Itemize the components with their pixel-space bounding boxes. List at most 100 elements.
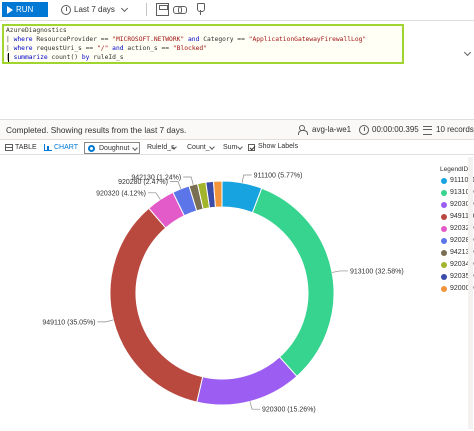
timer-icon (359, 125, 369, 135)
legend-label: 9421300 (450, 249, 474, 256)
slice-label: 920320 (4.12%) (96, 190, 146, 197)
pin-icon[interactable] (194, 3, 207, 16)
chevron-down-icon (120, 4, 128, 13)
slice-label-leader (241, 174, 252, 183)
link-icon[interactable] (173, 3, 187, 16)
results-view-bar: TABLE CHART Doughnut RuleId_s Count_ Sum… (0, 139, 474, 157)
legend-swatch (441, 274, 447, 280)
clock-icon (61, 5, 71, 15)
query-token: "/" (97, 45, 109, 52)
legend-label: 9111000 (450, 177, 474, 184)
query-token: | (6, 36, 14, 43)
query-token: AzureDiagnostics (6, 27, 67, 34)
legend-item[interactable]: 9202800 (440, 235, 474, 247)
query-token: where (13, 45, 33, 52)
legend-label: 9202800 (450, 237, 474, 244)
time-range-picker[interactable]: Last 7 days (59, 3, 128, 17)
slice-label-leader (169, 181, 182, 189)
aggregation-dropdown[interactable]: Sum (220, 142, 244, 154)
legend-swatch (441, 238, 447, 244)
legend-swatch (441, 202, 447, 208)
tab-chart[interactable]: CHART (43, 142, 81, 157)
run-label: RUN (16, 5, 34, 14)
slice-label: 911100 (5.77%) (254, 172, 303, 179)
legend-item[interactable]: 9203500 (440, 271, 474, 283)
legend-swatch (441, 250, 447, 256)
text-cursor (8, 53, 9, 62)
legend-title: LegendID (440, 166, 469, 173)
play-icon (7, 6, 13, 14)
slice-label: 942130 (1.24%) (131, 175, 181, 182)
slice-label: 920300 (15.26%) (262, 407, 316, 414)
results-status-bar: Completed. Showing results from the last… (0, 119, 474, 139)
legend-swatch (441, 214, 447, 220)
query-text[interactable]: AzureDiagnostics | where ResourceProvider… (2, 24, 404, 64)
legend-label: 9491100 (450, 213, 474, 220)
legend-label: 9203400 (450, 261, 474, 268)
records-icon (423, 125, 433, 135)
query-token: "MICROSOFT.NETWORK" (112, 36, 185, 43)
legend-item[interactable]: 9111000 (440, 175, 474, 187)
save-icon[interactable] (156, 3, 169, 16)
legend-item[interactable]: 9203000 (440, 199, 474, 211)
query-token: where (13, 36, 33, 43)
legend-item[interactable]: 9203400 (440, 259, 474, 271)
chevron-down-icon (237, 144, 243, 150)
chart-icon (44, 144, 52, 151)
query-token: "Blocked" (172, 45, 207, 52)
y-column-label: Count_ (187, 144, 210, 151)
legend-swatch (441, 226, 447, 232)
tab-table-label: TABLE (15, 144, 37, 151)
slice-label: 949110 (35.05%) (42, 319, 95, 326)
chart-scrollbar[interactable] (468, 157, 473, 429)
show-labels-toggle[interactable]: Show Labels (248, 143, 298, 151)
query-line[interactable]: | where ResourceProvider == "MICROSOFT.N… (6, 35, 400, 44)
workspace-name: avg-la-we1 (312, 125, 352, 134)
slice-label-leader (249, 401, 260, 410)
legend-item[interactable]: 9203200 (440, 223, 474, 235)
table-icon (5, 144, 13, 151)
time-range-label: Last 7 days (74, 5, 115, 14)
chart-type-label: Doughnut (99, 145, 130, 152)
query-token: requestUri_s == (32, 45, 98, 52)
aggregation-label: Sum (223, 144, 238, 151)
checkbox-checked-icon[interactable] (248, 144, 255, 151)
doughnut-slice[interactable] (251, 187, 335, 378)
chart-area: 911100 (5.77%) 913100 (32.58%) 920300 (15.… (0, 155, 474, 431)
run-button[interactable]: RUN (2, 2, 48, 17)
legend-item[interactable]: 9491100 (440, 211, 474, 223)
chart-legend: LegendID 9111000 9131000 9203000 9491100 920… (440, 166, 474, 295)
slice-label-leader (97, 319, 114, 323)
query-token: count() (47, 54, 82, 61)
query-token: action_s == (127, 45, 173, 52)
legend-item[interactable]: 9421300 (440, 247, 474, 259)
status-message: Completed. Showing results from the last… (6, 125, 187, 135)
query-token: | (6, 45, 14, 52)
query-token: by (81, 54, 90, 61)
legend-item[interactable]: 9131000 (440, 187, 474, 199)
tab-table[interactable]: TABLE (4, 142, 37, 154)
chevron-down-icon (132, 145, 138, 151)
query-token: and (108, 45, 128, 52)
query-line[interactable]: AzureDiagnostics (6, 26, 400, 35)
x-column-dropdown[interactable]: RuleId_s (144, 142, 178, 154)
slice-label: 920280 (2.47%) (118, 179, 168, 186)
legend-label: 9200000 (450, 285, 474, 292)
doughnut-slice[interactable] (212, 180, 223, 208)
doughnut-slice[interactable] (109, 207, 204, 403)
legend-swatch (441, 190, 447, 196)
query-line[interactable]: | where requestUri_s == "/" and action_s… (6, 44, 400, 53)
legend-item[interactable]: 9200000 (440, 283, 474, 295)
doughnut-chart: 911100 (5.77%) 913100 (32.58%) 920300 (15.… (42, 172, 403, 414)
query-token: ruleId_s (89, 54, 124, 61)
collapse-editor-icon[interactable] (463, 48, 472, 57)
query-duration: 00:00:00.395 (372, 125, 419, 134)
query-line[interactable]: | summarize count() by ruleId_s (6, 53, 400, 62)
query-token: "ApplicationGatewayFirewallLog" (248, 36, 367, 43)
slice-label-leader (332, 270, 348, 273)
y-column-dropdown[interactable]: Count_ (184, 142, 216, 154)
query-editor[interactable]: AzureDiagnostics | where ResourceProvider… (0, 20, 474, 117)
doughnut-slice[interactable] (196, 356, 298, 406)
chart-type-dropdown[interactable]: Doughnut (84, 142, 140, 154)
legend-label: 9203500 (450, 273, 474, 280)
